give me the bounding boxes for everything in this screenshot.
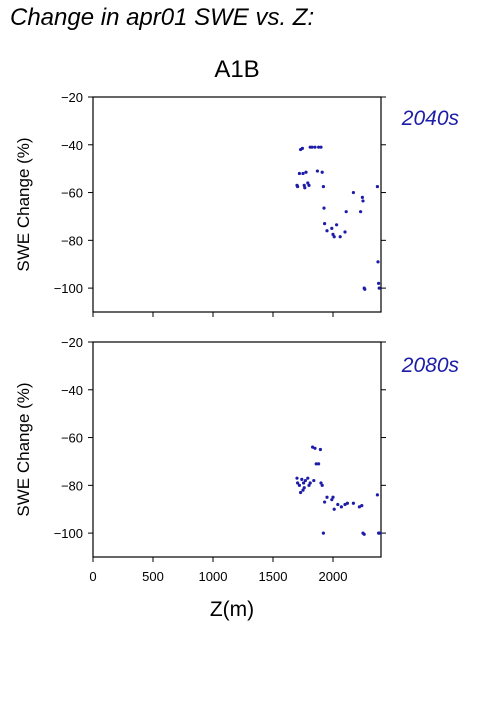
y-tick-label: −60: [61, 431, 83, 446]
y-tick-label: −20: [61, 335, 83, 350]
data-point: [339, 505, 343, 509]
data-point: [325, 229, 329, 233]
data-point: [308, 481, 312, 485]
data-point: [312, 478, 316, 483]
data-point: [317, 462, 321, 466]
data-point: [313, 145, 317, 149]
data-point: [320, 170, 324, 174]
data-point: [321, 531, 325, 535]
x-tick-label: 1000: [199, 569, 228, 584]
y-axis-title: SWE Change (%): [14, 137, 33, 271]
data-point: [330, 226, 334, 230]
data-point: [313, 446, 317, 450]
data-point: [331, 495, 335, 499]
data-point: [323, 500, 327, 504]
plot-frame-2080s: [92, 341, 382, 558]
data-point: [376, 260, 380, 264]
y-axis-title: SWE Change (%): [14, 382, 33, 516]
data-point: [317, 145, 321, 149]
data-point: [296, 184, 300, 189]
data-point: [361, 199, 365, 203]
y-tick-label: −80: [61, 478, 83, 493]
data-point: [310, 145, 314, 149]
data-point: [330, 498, 334, 502]
data-point: [314, 462, 318, 466]
x-tick-label: 500: [142, 569, 164, 584]
data-point: [307, 483, 311, 487]
data-point: [351, 501, 355, 505]
page-title: Change in apr01 SWE vs. Z:: [10, 4, 315, 31]
y-tick-label: −80: [61, 233, 83, 248]
data-point: [338, 235, 342, 239]
data-point: [297, 171, 301, 176]
data-point: [343, 502, 347, 507]
data-point: [323, 222, 327, 226]
data-point: [377, 281, 381, 285]
data-point: [315, 169, 319, 173]
y-tick-label: −40: [61, 383, 83, 398]
data-point: [345, 501, 349, 505]
x-tick-label: 1500: [259, 569, 288, 584]
x-tick-label: 0: [89, 569, 96, 584]
data-point: [378, 531, 382, 535]
data-point: [357, 505, 361, 509]
data-point: [319, 481, 323, 485]
data-point: [304, 170, 308, 174]
data-point: [332, 235, 336, 239]
data-point: [303, 478, 307, 483]
data-point: [319, 145, 323, 149]
data-point: [360, 504, 364, 508]
x-axis-title: Z(m): [210, 598, 254, 621]
data-point: [336, 502, 340, 507]
data-point: [351, 190, 355, 195]
data-point: [325, 495, 329, 499]
data-point: [377, 286, 381, 290]
y-tick-label: −40: [61, 138, 83, 153]
y-tick-label: −100: [54, 281, 83, 296]
data-point: [311, 445, 315, 449]
data-point: [375, 184, 379, 189]
data-point: [344, 210, 348, 214]
data-point: [295, 476, 299, 480]
x-tick-label: 2000: [319, 569, 348, 584]
data-point: [320, 483, 324, 487]
data-point: [332, 507, 336, 511]
plot-frame-2040s: [92, 96, 382, 313]
data-point: [362, 532, 366, 536]
data-point: [303, 186, 307, 190]
data-point: [335, 223, 339, 227]
data-point: [359, 210, 363, 214]
data-point: [322, 206, 326, 210]
data-point: [301, 488, 305, 492]
y-tick-label: −20: [61, 90, 83, 105]
data-point: [375, 493, 379, 497]
data-point: [297, 483, 301, 487]
data-point: [300, 146, 304, 150]
y-tick-label: −100: [54, 526, 83, 541]
scenario-title: A1B: [214, 56, 260, 83]
y-tick-label: −60: [61, 186, 83, 201]
data-point: [302, 183, 306, 187]
data-point: [321, 184, 325, 189]
data-point: [363, 287, 367, 291]
data-point: [302, 486, 306, 490]
data-point: [331, 232, 335, 236]
data-point: [307, 183, 311, 187]
data-point: [296, 481, 300, 485]
data-point: [306, 476, 310, 480]
data-point: [300, 477, 304, 481]
data-point: [302, 481, 306, 485]
data-point: [318, 447, 322, 452]
data-point: [343, 230, 347, 234]
period-label-2040s: 2040s: [401, 107, 459, 130]
data-point: [306, 181, 310, 185]
data-point: [301, 171, 305, 176]
data-point: [360, 195, 364, 199]
data-point: [299, 490, 303, 495]
period-label-2080s: 2080s: [401, 354, 459, 377]
